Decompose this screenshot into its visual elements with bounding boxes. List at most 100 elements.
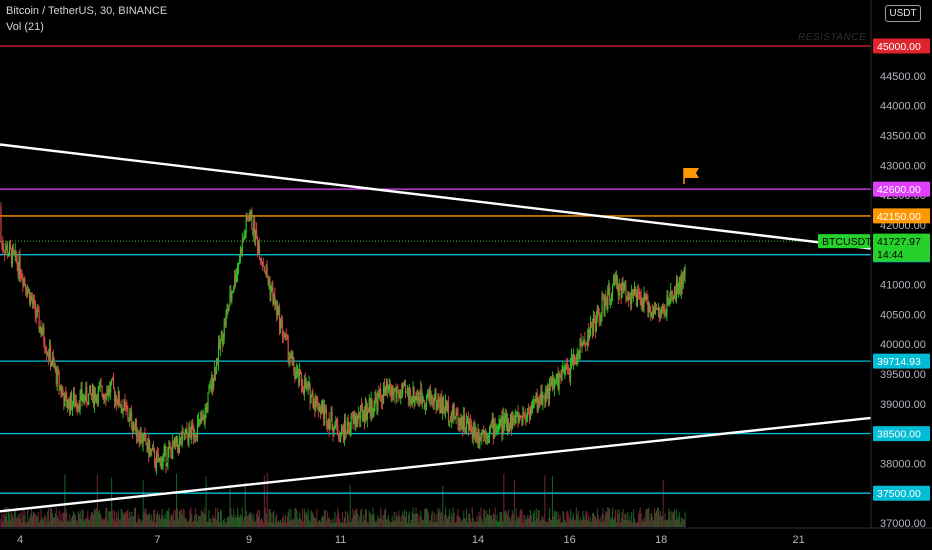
volume-bar <box>33 512 35 527</box>
candle-body <box>619 285 621 289</box>
current-price-badge <box>873 233 930 262</box>
candle-body <box>55 367 57 384</box>
volume-bar <box>283 521 285 527</box>
volume-bar <box>225 522 227 527</box>
volume-bar <box>289 521 291 527</box>
candle-body <box>216 359 218 374</box>
volume-bar <box>352 508 354 527</box>
volume-bar <box>469 518 471 527</box>
candle-body <box>363 413 366 422</box>
volume-bar <box>459 517 461 527</box>
volume-bar <box>591 522 593 527</box>
volume-bar <box>93 508 96 527</box>
volume-bar <box>182 508 184 527</box>
volume-bar <box>123 514 125 527</box>
candle-body <box>589 335 591 339</box>
volume-bar <box>12 518 14 527</box>
candle-body <box>30 295 33 301</box>
candle-body <box>320 406 322 414</box>
volume-bar <box>367 522 369 527</box>
volume-bar <box>455 522 457 527</box>
volume-bar <box>632 522 634 527</box>
candle-body <box>24 278 26 284</box>
volume-bar <box>356 507 358 527</box>
volume-bar <box>493 515 495 527</box>
candle-body <box>73 393 75 407</box>
volume-bar <box>102 518 104 527</box>
volume-bar <box>347 515 349 527</box>
volume-bar <box>411 512 413 527</box>
candle-body <box>382 402 384 404</box>
volume-bar <box>4 507 6 527</box>
volume-bar <box>154 522 157 527</box>
level-badge-label: 37500.00 <box>877 488 921 500</box>
candle-body <box>434 392 436 399</box>
volume-bar <box>196 513 198 527</box>
candle-body <box>664 312 666 314</box>
candle-body <box>189 427 191 432</box>
volume-bar <box>235 514 237 527</box>
candle-body <box>579 338 581 358</box>
volume-bar <box>473 522 475 527</box>
candle-body <box>677 290 679 293</box>
volume-bar <box>152 521 154 527</box>
price-tick-label: 38000.00 <box>880 458 926 470</box>
candle-body <box>287 336 289 361</box>
volume-bar <box>50 507 52 527</box>
candle-body <box>161 462 163 469</box>
volume-bar <box>421 517 423 527</box>
candle-body <box>44 343 46 351</box>
volume-bar <box>193 520 195 527</box>
volume-bar <box>669 512 671 527</box>
candle-body <box>45 350 47 352</box>
candle-body <box>681 276 683 288</box>
currency-button[interactable]: USDT <box>885 5 921 22</box>
volume-bar <box>310 510 312 527</box>
candle-body <box>70 392 72 412</box>
volume-bar <box>551 475 554 527</box>
volume-bar <box>138 519 140 527</box>
volume-bar <box>206 521 208 527</box>
candle-body <box>443 397 445 410</box>
volume-bar <box>115 512 117 527</box>
volume-bar <box>368 510 370 527</box>
volume-bar <box>267 521 269 527</box>
volume-bar <box>592 513 594 527</box>
candle-body <box>617 284 619 296</box>
volume-bar <box>397 517 399 527</box>
volume-bar <box>437 508 439 527</box>
candle-body <box>396 391 398 398</box>
candle-body <box>672 294 674 300</box>
volume-bar <box>300 517 302 527</box>
volume-bar <box>55 508 57 527</box>
candle-body <box>388 383 390 387</box>
candle-body <box>132 428 134 432</box>
volume-bar <box>492 512 494 527</box>
volume-bar <box>370 514 372 527</box>
candle-body <box>279 307 281 330</box>
candle-body <box>162 454 164 463</box>
volume-bar <box>306 514 308 527</box>
candle-body <box>89 385 91 394</box>
candle-body <box>173 440 175 447</box>
candle-body <box>488 426 491 437</box>
candle-body <box>679 276 681 294</box>
volume-bar <box>567 511 569 527</box>
candle-body <box>586 344 588 346</box>
volume-bar <box>361 508 363 527</box>
candle-body <box>357 415 359 425</box>
volume-indicator-label[interactable]: Vol (21) <box>6 21 44 33</box>
volume-bar <box>120 509 122 527</box>
volume-bar <box>195 508 197 527</box>
volume-bar <box>233 508 235 527</box>
candle-body <box>508 427 511 432</box>
volume-bar <box>199 515 201 527</box>
time-tick-label: 16 <box>563 534 575 546</box>
volume-bar <box>210 518 212 527</box>
volume-layer <box>0 473 686 527</box>
volume-bar <box>81 509 83 527</box>
candle-body <box>171 450 173 460</box>
volume-bar <box>312 513 314 527</box>
